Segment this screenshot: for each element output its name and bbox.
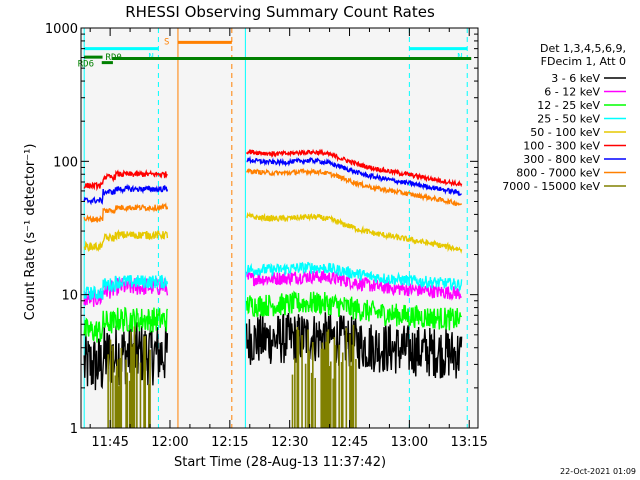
- legend-label-0: 3 - 6 keV: [551, 72, 600, 85]
- series-2: [83, 290, 463, 343]
- y-tick-label: 10: [61, 289, 78, 304]
- series-5-segment-0: [83, 168, 168, 192]
- x-tick-label: 12:30: [271, 435, 308, 450]
- y-axis-label: Count Rate (s⁻¹ detector⁻¹): [23, 144, 38, 321]
- series-7: [83, 167, 463, 224]
- footer-date: 22-Oct-2021 01:09: [560, 467, 636, 476]
- x-tick-label: 12:00: [151, 435, 188, 450]
- plot-frame: [80, 27, 479, 429]
- x-tick-label: 13:15: [450, 435, 487, 450]
- status-bar-label-2: S: [164, 37, 169, 47]
- x-axis-label: Start Time (28-Aug-13 11:37:42): [174, 455, 386, 470]
- legend-label-2: 12 - 25 keV: [537, 99, 600, 112]
- data-series: [83, 148, 463, 428]
- series-3: [83, 261, 463, 300]
- y-tick-label: 1: [70, 422, 78, 437]
- legend-label-5: 100 - 300 keV: [523, 140, 600, 153]
- legend-label-1: 6 - 12 keV: [544, 86, 600, 99]
- series-8: [107, 324, 357, 428]
- series-1-segment-1: [245, 269, 462, 301]
- x-tick-label: 13:00: [391, 435, 428, 450]
- series-7-segment-0: [83, 202, 169, 224]
- legend-label-4: 50 - 100 keV: [530, 126, 600, 139]
- chart-title: RHESSI Observing Summary Count Rates: [125, 3, 435, 21]
- x-tick-label: 12:15: [211, 435, 248, 450]
- legend-header-1: Det 1,3,4,5,6,9,: [540, 42, 626, 55]
- legend-label-6: 300 - 800 keV: [523, 153, 600, 166]
- legend-label-3: 25 - 50 keV: [537, 113, 600, 126]
- series-6-segment-0: [83, 183, 169, 206]
- series-5-segment-1: [245, 148, 463, 188]
- series-3-segment-0: [83, 274, 169, 300]
- status-bar-label-4: RD6: [78, 60, 94, 70]
- series-4-segment-0: [83, 229, 169, 252]
- x-tick-label: 12:45: [331, 435, 368, 450]
- legend: Det 1,3,4,5,6,9, FDecim 1, Att 0 3 - 6 k…: [502, 42, 626, 193]
- x-axis: 11:45 12:00 12:15 12:30 12:45 13:00 13:15: [89, 28, 488, 450]
- status-bars: NNSRD0RD6: [78, 37, 472, 70]
- legend-label-8: 7000 - 15000 keV: [502, 180, 600, 193]
- series-5: [83, 148, 463, 192]
- series-3-segment-1: [245, 261, 463, 292]
- y-tick-label: 100: [53, 155, 78, 170]
- series-4: [83, 211, 463, 254]
- y-axis: 1 10 100 1000: [45, 22, 478, 437]
- x-tick-label: 11:45: [91, 435, 128, 450]
- series-7-segment-1: [246, 167, 463, 207]
- series-2-segment-1: [245, 290, 463, 331]
- legend-label-7: 800 - 7000 keV: [516, 167, 600, 180]
- legend-header-2: FDecim 1, Att 0: [541, 55, 626, 68]
- y-tick-label: 1000: [45, 22, 78, 37]
- series-2-segment-0: [83, 306, 169, 343]
- series-4-segment-1: [246, 211, 463, 254]
- series-6: [83, 155, 462, 206]
- series-6-segment-1: [246, 155, 462, 197]
